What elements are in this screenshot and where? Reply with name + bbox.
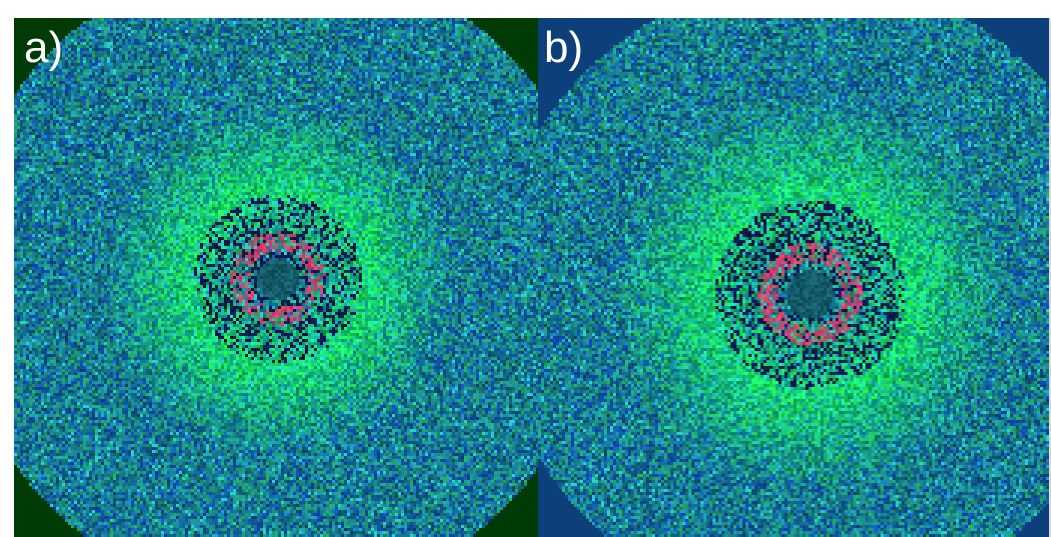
figure: a) b) [14,18,1049,537]
panel-label-a: a) [24,23,64,72]
scattering-pattern-a [14,18,539,537]
scattering-pattern-b [538,18,1049,537]
image-border [1049,18,1051,537]
panel-b: b) [538,18,1049,537]
panel-label-b: b) [544,23,584,72]
panel-a: a) [14,18,539,537]
